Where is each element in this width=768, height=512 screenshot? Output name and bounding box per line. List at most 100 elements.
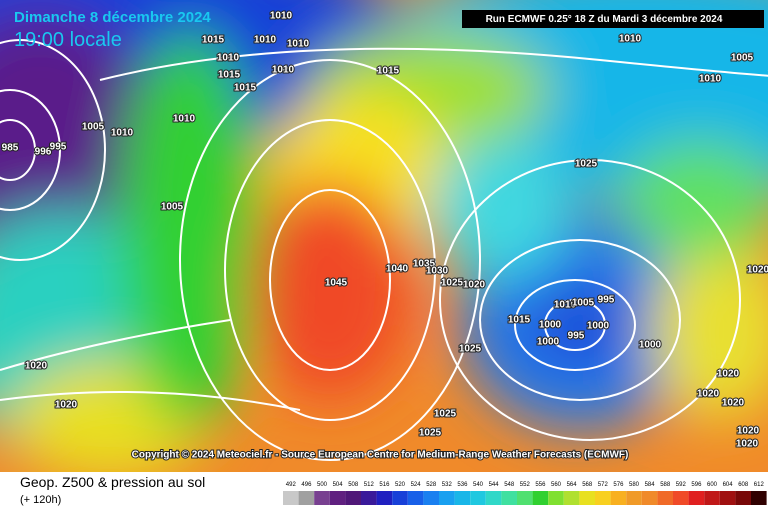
isobar-label: 1010 [173, 114, 196, 125]
footer-lead: (+ 120h) [20, 494, 61, 506]
scale-label: 560 [551, 482, 562, 488]
isobar-label: 1015 [218, 70, 241, 81]
isobar-label: 1005 [731, 53, 754, 64]
field [0, 0, 768, 472]
isobar-label: 995 [568, 331, 585, 342]
scale-label: 552 [520, 482, 531, 488]
scale-swatch [361, 491, 377, 505]
scale-swatch [392, 491, 408, 505]
scale-swatch [376, 491, 393, 505]
isobar-label: 1010 [619, 34, 642, 45]
scale-swatch [345, 491, 361, 505]
scale-label: 572 [598, 482, 609, 488]
scale-label: 588 [660, 482, 671, 488]
scale-label: 496 [301, 482, 312, 488]
scale-label: 568 [582, 482, 593, 488]
isobar-label: 985 [2, 143, 19, 154]
isobar-label: 1010 [217, 53, 240, 64]
isobar-label: 1010 [699, 74, 722, 85]
scale-swatch [719, 491, 736, 505]
scale-label: 596 [691, 482, 702, 488]
scale-swatch [423, 491, 439, 505]
isobar-label: 1045 [325, 278, 348, 289]
isobar-label: 1020 [747, 265, 768, 276]
scale-swatch [751, 491, 767, 505]
scale-swatch [563, 491, 580, 505]
scale-swatch [688, 491, 705, 505]
isobar-label: 996 [35, 147, 52, 158]
scale-swatch [314, 491, 330, 505]
scale-label: 608 [738, 482, 749, 488]
isobar-label: 1000 [539, 320, 562, 331]
scale-label: 544 [489, 482, 500, 488]
isobar-label: 1025 [459, 344, 482, 355]
scale-label: 524 [411, 482, 422, 488]
scale-swatch [407, 491, 424, 505]
scale-swatch [735, 491, 751, 505]
scale-label: 612 [754, 482, 765, 488]
isobar-label: 1005 [82, 122, 105, 133]
scale-swatch [626, 491, 642, 505]
scale-label: 592 [676, 482, 687, 488]
scale-swatch [454, 491, 471, 505]
isobar-label: 1010 [554, 300, 577, 311]
scale-swatch [485, 491, 502, 505]
scale-swatch [595, 491, 611, 505]
isobar-label: 1010 [287, 39, 310, 50]
isobar-label: 1010 [111, 128, 134, 139]
scale-swatch [673, 491, 689, 505]
scale-label: 504 [333, 482, 344, 488]
scale-swatch [579, 491, 595, 505]
scale-label: 604 [723, 482, 734, 488]
scale-swatch [657, 491, 673, 505]
scale-swatch [470, 491, 486, 505]
time: 19:00 locale [14, 29, 122, 51]
isobar-label: 1010 [254, 35, 277, 46]
isobar-label: 1015 [377, 66, 400, 77]
scale-label: 500 [317, 482, 328, 488]
scale-label: 580 [629, 482, 640, 488]
isobar-label: 1020 [697, 389, 720, 400]
isobar-label: 1020 [737, 426, 760, 437]
isobar-label: 1020 [463, 280, 486, 291]
footer-title: Geop. Z500 & pression au sol [20, 474, 205, 490]
isobar-label: 1025 [575, 159, 598, 170]
isobar-label: 1000 [537, 337, 560, 348]
scale-swatch [298, 491, 315, 505]
isobar-label: 1030 [426, 266, 449, 277]
isobar-label: 1000 [587, 321, 610, 332]
date: Dimanche 8 décembre 2024 [14, 9, 211, 26]
isobar-label: 995 [598, 295, 615, 306]
scale-swatch [501, 491, 517, 505]
scale-label: 492 [286, 482, 297, 488]
isobar-label: 1010 [272, 65, 295, 76]
isobar-label: 1025 [441, 278, 464, 289]
isobar-label: 1000 [639, 340, 662, 351]
scale-swatch [641, 491, 658, 505]
scale-label: 584 [645, 482, 656, 488]
isobar-label: 1035 [413, 259, 436, 270]
scale-swatch [283, 491, 299, 505]
scale-swatch [704, 491, 720, 505]
scale-label: 536 [457, 482, 468, 488]
isobar-label: 995 [50, 142, 67, 153]
isobar-label: 1020 [717, 369, 740, 380]
isobar-label: 1025 [434, 409, 457, 420]
scale-label: 564 [567, 482, 578, 488]
scale-swatch [532, 491, 549, 505]
scale-label: 516 [379, 482, 390, 488]
scale-swatch [548, 491, 564, 505]
scale-label: 600 [707, 482, 718, 488]
scale-swatch [610, 491, 627, 505]
isobar-label: 1020 [25, 361, 48, 372]
scale-swatch [439, 491, 455, 505]
isobar-label: 1010 [270, 11, 293, 22]
isobar-label: 1020 [55, 400, 78, 411]
scale-label: 528 [426, 482, 437, 488]
scale-label: 556 [535, 482, 546, 488]
isobar-label: 1015 [234, 83, 257, 94]
isobar-label: 1020 [736, 439, 759, 450]
isobar-label: 1005 [161, 202, 184, 213]
isobar-label: 1025 [419, 428, 442, 439]
